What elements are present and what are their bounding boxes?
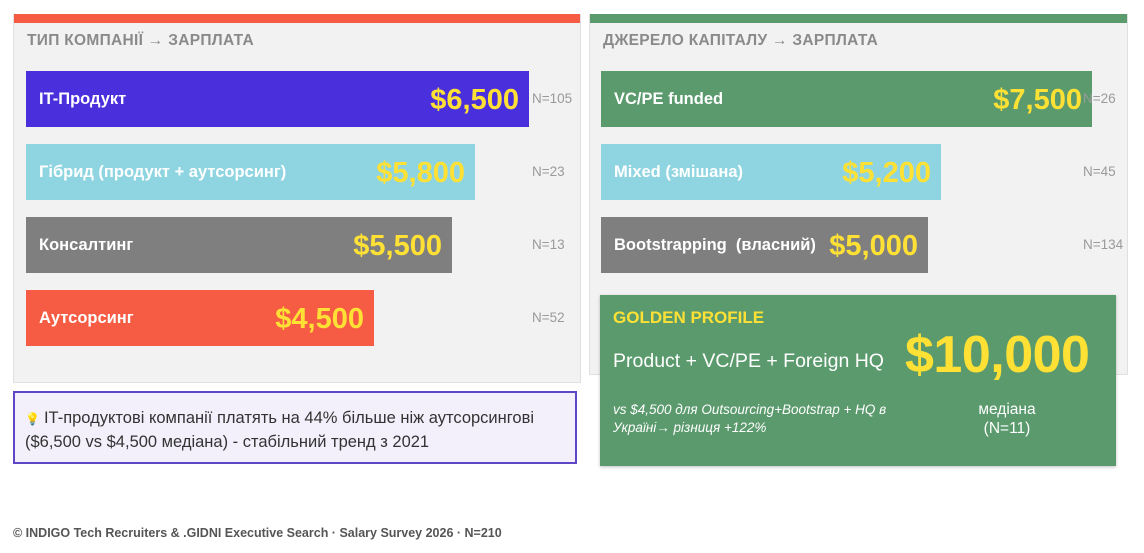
bar: Bootstrapping (власний) $5,000 (601, 217, 928, 273)
bar-value: $5,200 (842, 157, 931, 189)
bar-label: Аутсорсинг (39, 309, 134, 327)
bar: Аутсорсинг $4,500 (26, 290, 374, 346)
chart-title: ТИП КОМПАНІЇ → ЗАРПЛАТА (27, 32, 254, 49)
bar-n-label: N=52 (532, 310, 565, 325)
bar-label: IT-Продукт (39, 90, 127, 108)
bar-label: Гібрид (продукт + аутсорсинг) (39, 163, 287, 181)
lightbulb-icon: 💡 (25, 412, 40, 426)
bar: Консалтинг $5,500 (26, 217, 452, 273)
insight-box: 💡 IT-продуктові компанії платять на 44% б… (13, 391, 577, 464)
golden-note: vs $4,500 для Outsourcing+Bootstrap + HQ… (613, 402, 887, 435)
golden-formula: Product + VC/PE + Foreign HQ (613, 350, 884, 372)
bar-label: VC/PE funded (614, 90, 724, 108)
bar-label: Mixed (змішана) (614, 163, 743, 181)
bar-n-label: N=134 (1083, 237, 1124, 252)
bar-value: $5,000 (829, 230, 918, 262)
bar-n-label: N=45 (1083, 164, 1116, 179)
median-label: медіана (978, 401, 1036, 418)
golden-median: медіана (N=11) (952, 400, 1062, 438)
bar-n-label: N=13 (532, 237, 565, 252)
panel-accent-bar (14, 14, 580, 23)
bar-label: Bootstrapping (власний) (614, 236, 816, 254)
median-n: (N=11) (983, 420, 1031, 437)
bar: Mixed (змішана) $5,200 (601, 144, 941, 200)
bar: VC/PE funded $7,500 (601, 71, 1092, 127)
bar-label: Консалтинг (39, 236, 134, 254)
chart-title: ДЖЕРЕЛО КАПІТАЛУ → ЗАРПЛАТА (603, 32, 879, 49)
golden-value: $10,000 (905, 326, 1090, 384)
bar: IT-Продукт $6,500 (26, 71, 529, 127)
bar: Гібрид (продукт + аутсорсинг) $5,800 (26, 144, 475, 200)
bar-n-label: N=23 (532, 164, 565, 179)
bar-value: $5,500 (353, 230, 442, 262)
golden-profile-card: GOLDEN PROFILE Product + VC/PE + Foreign… (600, 295, 1116, 466)
company-type-panel: ТИП КОМПАНІЇ → ЗАРПЛАТА IT-Продукт $6,500… (13, 14, 581, 383)
bar-value: $6,500 (430, 84, 519, 116)
footer: © INDIGO Tech Recruiters & .GIDNI Execut… (13, 526, 502, 540)
insight-text: IT-продуктові компанії платять на 44% бі… (25, 409, 535, 451)
bar-value: $4,500 (275, 303, 364, 335)
bar-value: $7,500 (993, 84, 1082, 116)
golden-title: GOLDEN PROFILE (613, 308, 765, 327)
bar-n-label: N=105 (532, 91, 573, 106)
bar-value: $5,800 (376, 157, 465, 189)
bar-n-label: N=26 (1083, 91, 1116, 106)
panel-accent-bar (590, 14, 1127, 23)
